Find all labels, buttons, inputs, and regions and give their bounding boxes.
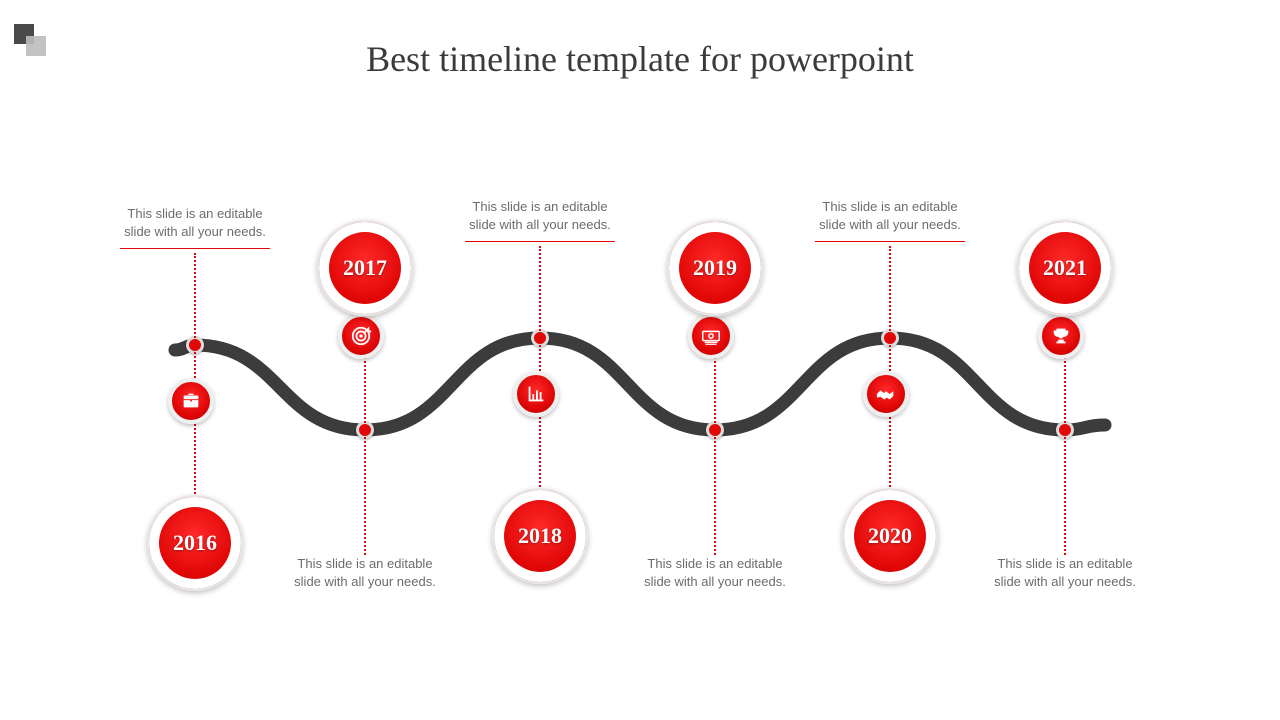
connector-line (364, 430, 366, 555)
underline-rule (120, 248, 270, 249)
connector-line (194, 253, 196, 345)
description-text: This slide is an editable slide with all… (985, 555, 1145, 590)
connector-line (1064, 430, 1066, 555)
money-icon (688, 313, 734, 359)
milestone-description: This slide is an editable slide with all… (115, 205, 275, 249)
milestone-description: This slide is an editable slide with all… (460, 198, 620, 242)
year-badge: 2019 (667, 220, 763, 316)
slide-canvas: Best timeline template for powerpoint 20… (0, 0, 1280, 720)
milestone-description: This slide is an editable slide with all… (285, 555, 445, 590)
wave-path (0, 0, 1280, 720)
year-badge: 2020 (842, 488, 938, 584)
bar-chart-icon (513, 371, 559, 417)
underline-rule (465, 241, 615, 242)
year-badge: 2017 (317, 220, 413, 316)
underline-rule (815, 241, 965, 242)
target-icon (338, 313, 384, 359)
handshake-icon (863, 371, 909, 417)
connector-line (714, 430, 716, 555)
connector-line (889, 246, 891, 338)
description-text: This slide is an editable slide with all… (285, 555, 445, 590)
year-badge: 2018 (492, 488, 588, 584)
milestone-description: This slide is an editable slide with all… (985, 555, 1145, 590)
description-text: This slide is an editable slide with all… (115, 205, 275, 240)
connector-line (539, 246, 541, 338)
year-badge: 2021 (1017, 220, 1113, 316)
description-text: This slide is an editable slide with all… (460, 198, 620, 233)
trophy-icon (1038, 313, 1084, 359)
briefcase-icon (168, 378, 214, 424)
milestone-description: This slide is an editable slide with all… (635, 555, 795, 590)
description-text: This slide is an editable slide with all… (810, 198, 970, 233)
milestone-description: This slide is an editable slide with all… (810, 198, 970, 242)
description-text: This slide is an editable slide with all… (635, 555, 795, 590)
year-badge: 2016 (147, 495, 243, 591)
